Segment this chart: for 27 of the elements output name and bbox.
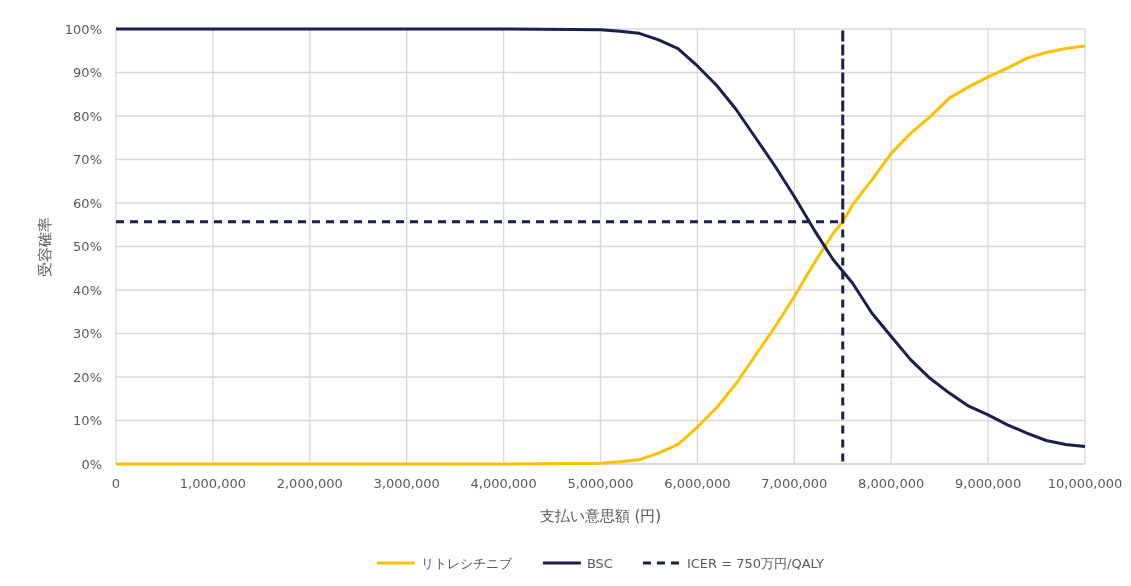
y-tick-label: 40% xyxy=(73,282,102,298)
y-axis-title: 受容確率 xyxy=(36,216,54,277)
y-tick-label: 100% xyxy=(64,21,102,37)
y-tick-label: 90% xyxy=(73,65,102,80)
x-tick-label: 0 xyxy=(111,476,121,491)
y-tick-label: 0% xyxy=(81,456,102,472)
x-tick-label: 8,000,000 xyxy=(858,476,925,491)
x-tick-label: 7,000,000 xyxy=(761,476,828,491)
y-tick-label: 30% xyxy=(73,326,102,341)
legend-label: ICER = 750万円/QALY xyxy=(686,555,825,571)
legend-label: リトレシチニブ xyxy=(420,555,513,571)
y-tick-label: 10% xyxy=(73,413,102,428)
x-tick-label: 10,000,000 xyxy=(1047,476,1123,491)
x-axis-title: 支払い意思額 (円) xyxy=(539,507,662,525)
y-tick-label: 20% xyxy=(73,369,102,385)
y-tick-label: 70% xyxy=(73,152,102,167)
legend-label: BSC xyxy=(586,555,613,571)
x-tick-label: 1,000,000 xyxy=(179,476,246,491)
y-tick-label: 50% xyxy=(73,239,102,254)
x-tick-label: 3,000,000 xyxy=(373,476,440,491)
x-tick-label: 2,000,000 xyxy=(276,476,343,491)
y-tick-label: 60% xyxy=(73,195,102,211)
y-tick-label: 80% xyxy=(73,108,102,124)
x-tick-label: 6,000,000 xyxy=(664,476,731,491)
x-tick-label: 4,000,000 xyxy=(470,476,537,491)
x-tick-label: 9,000,000 xyxy=(955,476,1022,491)
x-tick-label: 5,000,000 xyxy=(567,476,634,491)
